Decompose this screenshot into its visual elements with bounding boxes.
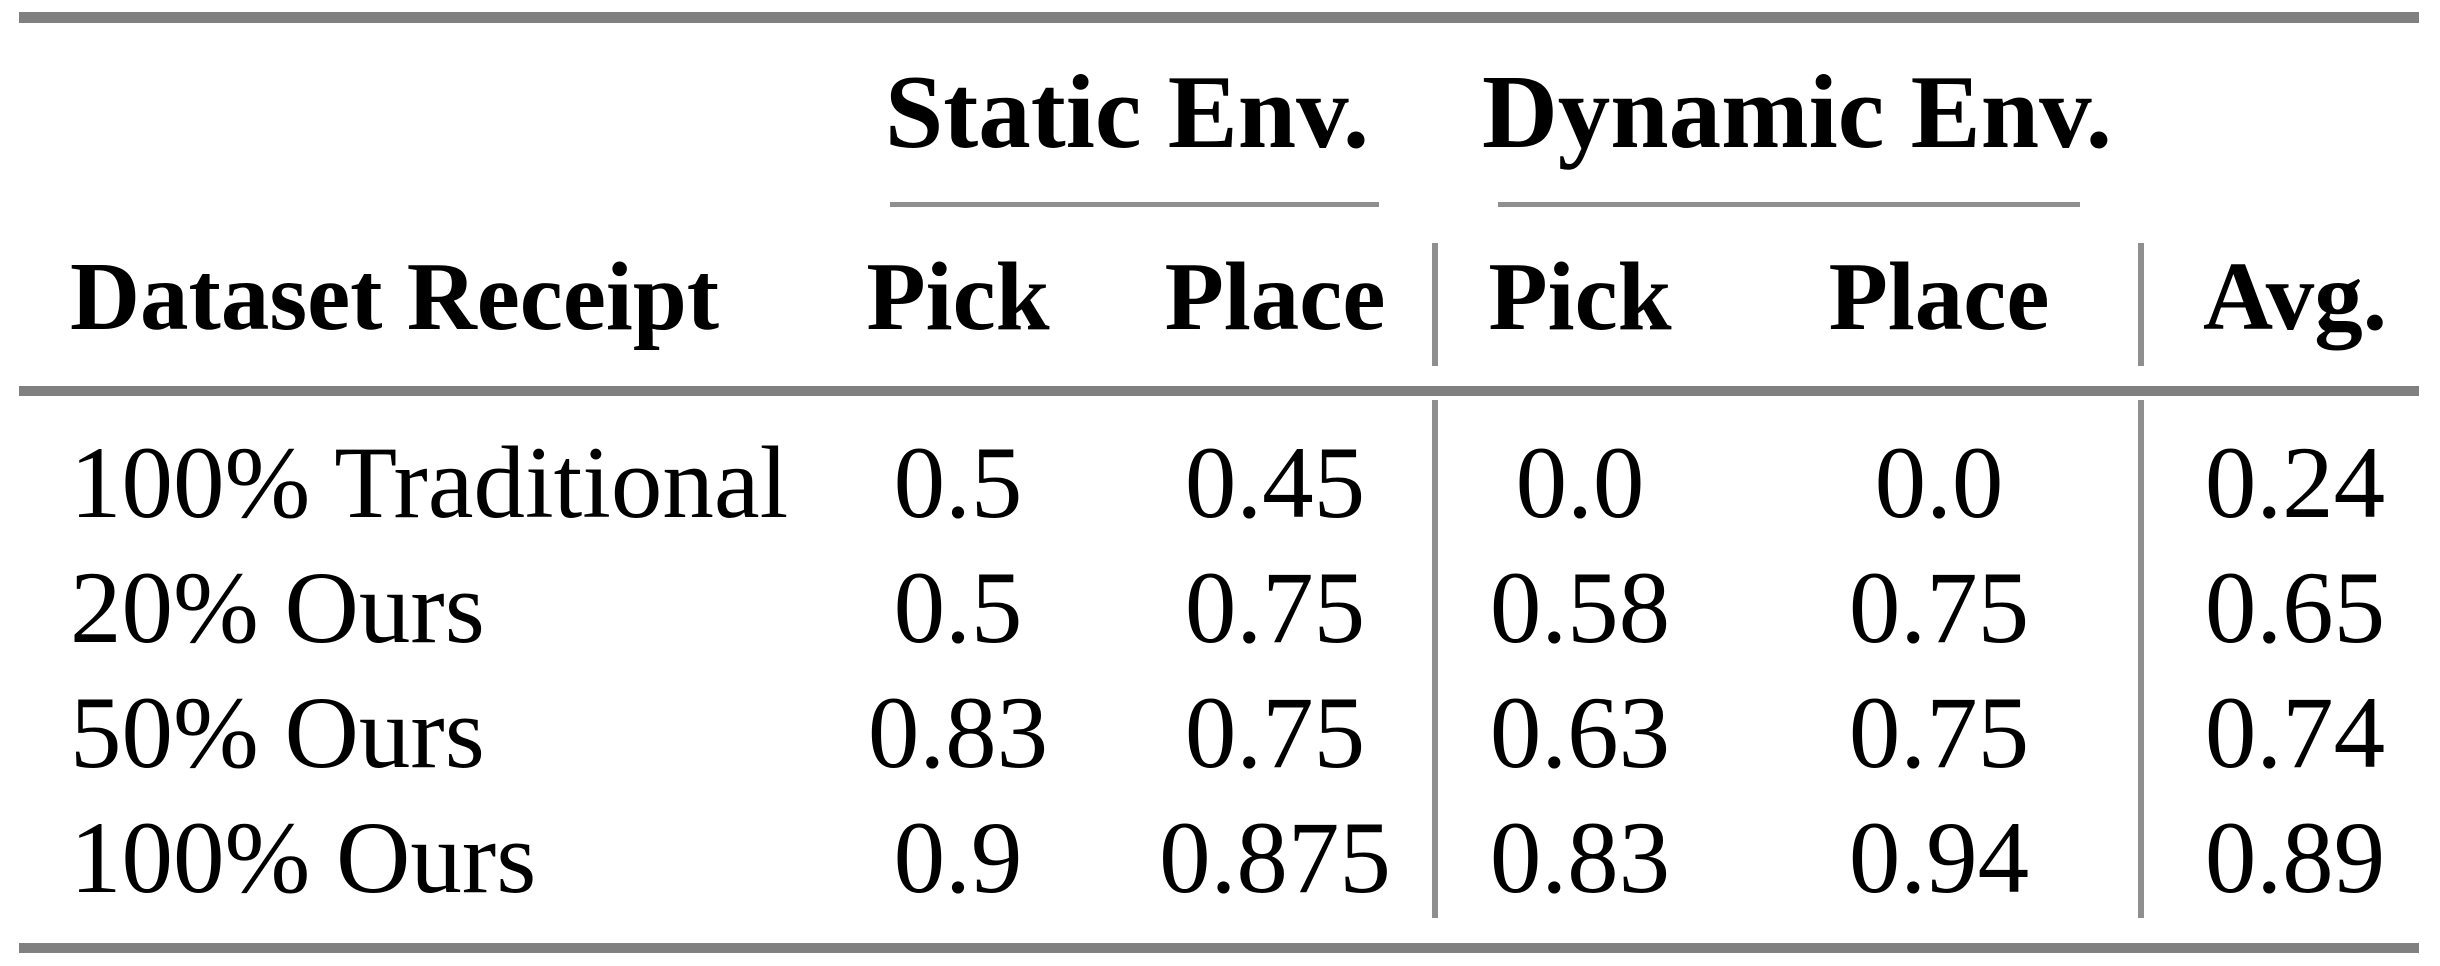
cell-value: 0.83 [1489,801,1671,915]
cell-value: 0.83 [867,676,1049,790]
table-header-rule [19,386,2419,396]
column-header-dynamic-place: Place [1828,243,2050,350]
cell-value: 0.9 [893,801,1023,915]
cell-value: 0.89 [2204,801,2386,915]
column-header-avg: Avg. [2202,243,2388,350]
row-label: 100% Traditional [70,426,789,540]
column-header-dataset-receipt: Dataset Receipt [70,243,720,350]
column-separator [2138,400,2144,918]
cell-value: 0.58 [1489,551,1671,665]
group-header-dynamic-env: Dynamic Env. [1481,53,2113,170]
column-header-static-place: Place [1164,243,1386,350]
cell-value: 0.0 [1874,426,2004,540]
group-header-static-env: Static Env. [884,53,1370,170]
cell-value: 0.94 [1848,801,2030,915]
cell-value: 0.74 [2204,676,2386,790]
cell-value: 0.75 [1184,676,1366,790]
cell-value: 0.875 [1159,801,1391,915]
static-group-underline [890,202,1379,207]
cell-value: 0.65 [2204,551,2386,665]
column-header-static-pick: Pick [866,243,1050,350]
row-label: 100% Ours [70,801,537,915]
column-separator [1432,400,1438,918]
cell-value: 0.75 [1184,551,1366,665]
table-bottom-rule [19,943,2419,953]
row-label: 50% Ours [70,676,485,790]
table-top-rule [19,12,2419,23]
cell-value: 0.75 [1848,551,2030,665]
cell-value: 0.5 [893,426,1023,540]
cell-value: 0.24 [2204,426,2386,540]
column-header-dynamic-pick: Pick [1488,243,1672,350]
column-separator [1432,243,1438,366]
column-separator [2138,243,2144,366]
row-label: 20% Ours [70,551,485,665]
cell-value: 0.45 [1184,426,1366,540]
cell-value: 0.63 [1489,676,1671,790]
cell-value: 0.0 [1515,426,1645,540]
cell-value: 0.75 [1848,676,2030,790]
cell-value: 0.5 [893,551,1023,665]
dynamic-group-underline [1498,202,2080,207]
